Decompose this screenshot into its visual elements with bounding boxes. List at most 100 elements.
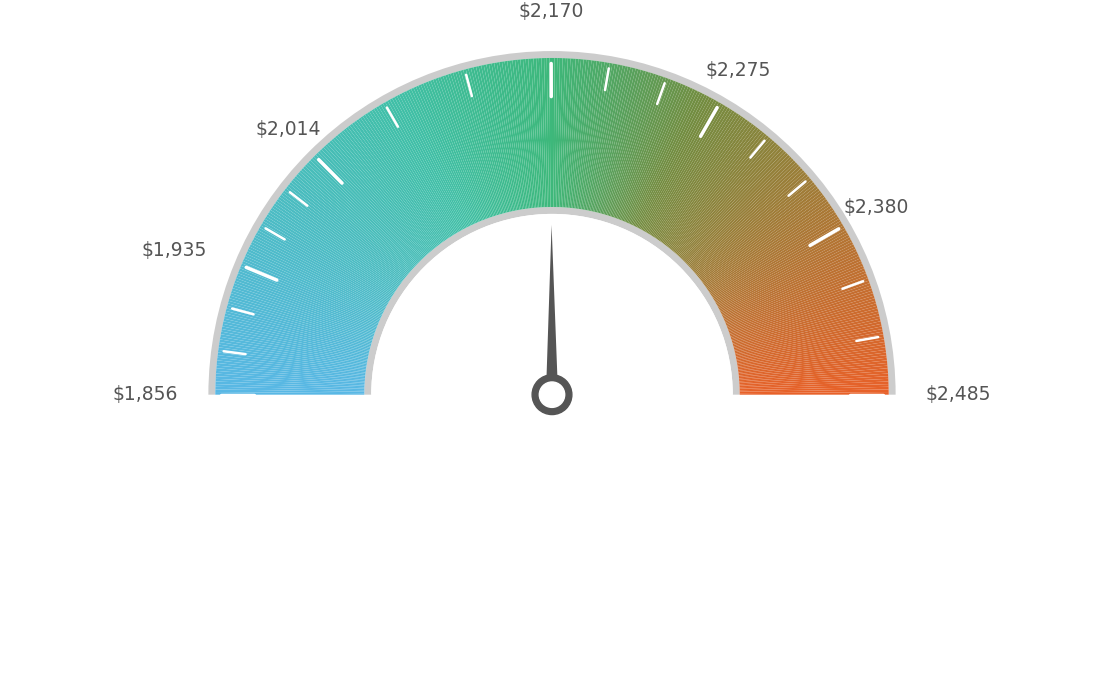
Wedge shape bbox=[643, 99, 716, 231]
Wedge shape bbox=[287, 184, 405, 279]
Wedge shape bbox=[350, 124, 440, 244]
Wedge shape bbox=[735, 326, 882, 358]
Wedge shape bbox=[215, 379, 364, 387]
Wedge shape bbox=[638, 96, 710, 229]
Wedge shape bbox=[736, 334, 883, 362]
Wedge shape bbox=[230, 296, 373, 341]
Wedge shape bbox=[238, 270, 378, 327]
Wedge shape bbox=[550, 58, 552, 207]
Wedge shape bbox=[370, 110, 452, 237]
Wedge shape bbox=[724, 261, 862, 322]
Wedge shape bbox=[740, 382, 889, 388]
Wedge shape bbox=[719, 239, 852, 310]
Wedge shape bbox=[336, 135, 433, 251]
Wedge shape bbox=[558, 58, 565, 207]
Wedge shape bbox=[221, 332, 368, 361]
Wedge shape bbox=[312, 157, 420, 263]
Wedge shape bbox=[561, 59, 571, 207]
Wedge shape bbox=[740, 379, 889, 387]
Wedge shape bbox=[692, 170, 805, 270]
Wedge shape bbox=[708, 208, 834, 292]
Wedge shape bbox=[215, 389, 364, 393]
Wedge shape bbox=[665, 126, 756, 246]
Wedge shape bbox=[224, 313, 370, 351]
Wedge shape bbox=[603, 70, 646, 215]
Wedge shape bbox=[735, 324, 882, 357]
Wedge shape bbox=[652, 110, 734, 237]
Wedge shape bbox=[319, 149, 424, 259]
Wedge shape bbox=[694, 176, 809, 274]
Wedge shape bbox=[216, 368, 365, 382]
Wedge shape bbox=[732, 301, 877, 344]
Wedge shape bbox=[697, 180, 814, 276]
Wedge shape bbox=[307, 162, 416, 266]
Circle shape bbox=[539, 382, 565, 407]
Wedge shape bbox=[464, 69, 503, 214]
Wedge shape bbox=[489, 63, 518, 210]
Wedge shape bbox=[627, 86, 688, 223]
Wedge shape bbox=[731, 290, 873, 338]
Wedge shape bbox=[677, 144, 778, 256]
Wedge shape bbox=[586, 63, 615, 210]
Wedge shape bbox=[359, 118, 445, 241]
Text: $2,275: $2,275 bbox=[705, 61, 771, 80]
Wedge shape bbox=[726, 270, 866, 327]
Wedge shape bbox=[645, 102, 721, 233]
Wedge shape bbox=[428, 81, 485, 220]
Wedge shape bbox=[683, 155, 790, 262]
Wedge shape bbox=[491, 63, 520, 210]
Wedge shape bbox=[578, 61, 602, 209]
Wedge shape bbox=[737, 342, 885, 367]
Wedge shape bbox=[293, 178, 408, 275]
Wedge shape bbox=[553, 58, 558, 207]
Wedge shape bbox=[708, 206, 832, 290]
Wedge shape bbox=[673, 139, 773, 253]
Wedge shape bbox=[523, 59, 538, 208]
Wedge shape bbox=[544, 58, 549, 207]
Wedge shape bbox=[361, 116, 446, 240]
Wedge shape bbox=[237, 273, 376, 328]
Wedge shape bbox=[275, 201, 399, 288]
Wedge shape bbox=[664, 124, 754, 244]
Wedge shape bbox=[283, 190, 403, 282]
Wedge shape bbox=[518, 59, 534, 208]
Wedge shape bbox=[614, 77, 666, 218]
Wedge shape bbox=[704, 197, 826, 286]
Wedge shape bbox=[723, 256, 860, 319]
Wedge shape bbox=[666, 127, 758, 246]
Wedge shape bbox=[372, 109, 453, 236]
Wedge shape bbox=[711, 215, 838, 295]
Wedge shape bbox=[574, 60, 594, 208]
Wedge shape bbox=[267, 212, 394, 294]
Wedge shape bbox=[333, 137, 432, 252]
Wedge shape bbox=[624, 83, 683, 222]
Wedge shape bbox=[241, 264, 379, 323]
Wedge shape bbox=[217, 350, 367, 371]
Wedge shape bbox=[678, 146, 781, 257]
Wedge shape bbox=[687, 160, 796, 265]
Wedge shape bbox=[622, 81, 679, 221]
Wedge shape bbox=[648, 105, 725, 234]
Wedge shape bbox=[423, 83, 481, 221]
Wedge shape bbox=[242, 261, 380, 322]
Wedge shape bbox=[286, 186, 404, 279]
Wedge shape bbox=[262, 221, 391, 299]
Wedge shape bbox=[562, 59, 573, 208]
Wedge shape bbox=[235, 278, 376, 331]
Wedge shape bbox=[594, 67, 630, 213]
Wedge shape bbox=[247, 249, 383, 315]
Wedge shape bbox=[495, 63, 521, 210]
Wedge shape bbox=[556, 58, 563, 207]
Wedge shape bbox=[732, 298, 875, 342]
Wedge shape bbox=[539, 58, 546, 207]
Wedge shape bbox=[681, 151, 786, 260]
Wedge shape bbox=[341, 130, 436, 248]
Wedge shape bbox=[510, 60, 530, 208]
Wedge shape bbox=[735, 322, 881, 355]
Wedge shape bbox=[318, 151, 423, 260]
Wedge shape bbox=[251, 241, 385, 310]
Wedge shape bbox=[385, 101, 460, 232]
Wedge shape bbox=[458, 70, 501, 215]
Wedge shape bbox=[371, 214, 733, 395]
Wedge shape bbox=[573, 60, 592, 208]
